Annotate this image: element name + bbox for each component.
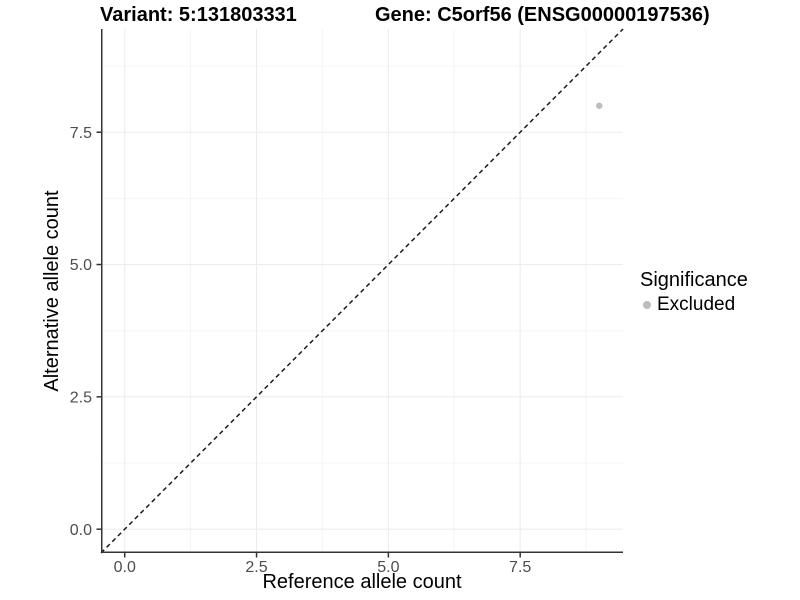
legend-title: Significance: [640, 269, 748, 291]
x-tick-label: 2.5: [245, 559, 267, 576]
plot-title-variant: Variant: 5:131803331: [100, 4, 297, 26]
legend: Significance Excluded: [640, 269, 748, 316]
x-tick-label: 5.0: [377, 559, 399, 576]
x-axis-title: Reference allele count: [262, 571, 462, 593]
y-tick-label: 2.5: [70, 389, 92, 406]
plot-panel: 0.0 2.5 5.0 7.5 0.0 2.5 5.0 7.5: [70, 28, 624, 576]
chart-svg: 0.0 2.5 5.0 7.5 0.0 2.5 5.0 7.5: [70, 28, 624, 576]
y-tick-label: 5.0: [70, 257, 92, 274]
identity-dashed-line: [100, 28, 624, 554]
plot-title-gene: Gene: C5orf56 (ENSG00000197536): [375, 4, 710, 26]
y-tick-label: 0.0: [70, 522, 92, 539]
y-tick-label: 7.5: [70, 125, 92, 142]
legend-items: Excluded: [640, 294, 748, 316]
legend-key-dot-icon: [643, 301, 651, 309]
y-axis-title: Alternative allele count: [41, 190, 63, 392]
legend-item: Excluded: [640, 294, 748, 316]
data-point: [596, 102, 603, 109]
x-tick-label: 7.5: [509, 559, 531, 576]
legend-item-label: Excluded: [657, 294, 736, 315]
x-tick-label: 0.0: [114, 559, 136, 576]
